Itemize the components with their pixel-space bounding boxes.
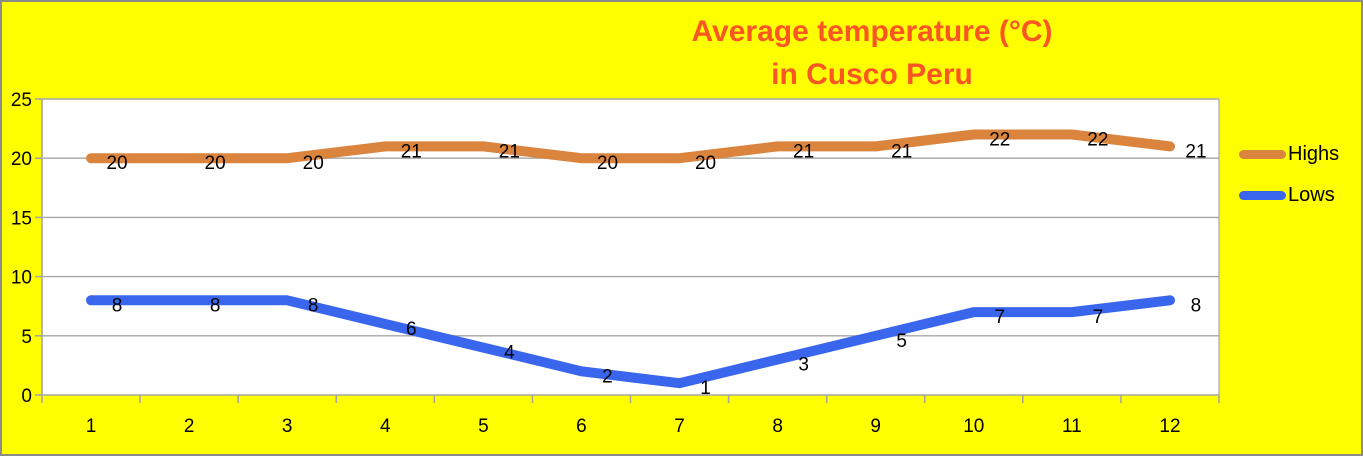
highs-data-label: 20 (205, 153, 226, 174)
highs-data-label: 22 (989, 130, 1010, 151)
lows-data-label: 8 (112, 295, 123, 316)
x-axis-tick-label: 9 (870, 416, 881, 437)
y-axis-tick-label: 0 (21, 386, 32, 407)
highs-data-label: 21 (401, 141, 422, 162)
highs-data-label: 20 (303, 153, 324, 174)
highs-data-label: 21 (1185, 141, 1206, 162)
legend-label-highs: Highs (1288, 143, 1340, 165)
lows-data-label: 8 (1191, 295, 1202, 316)
x-axis-tick-label: 3 (282, 416, 293, 437)
highs-data-label: 21 (891, 141, 912, 162)
lows-data-label: 7 (995, 307, 1006, 328)
lows-data-label: 8 (308, 295, 319, 316)
x-axis-tick-label: 4 (380, 416, 391, 437)
highs-data-label: 20 (106, 153, 127, 174)
x-axis-tick-label: 11 (1062, 416, 1082, 437)
x-axis-tick-label: 2 (184, 416, 195, 437)
lows-data-label: 8 (210, 295, 221, 316)
highs-line-swatch (1239, 149, 1286, 159)
lows-line[interactable] (86, 295, 1175, 389)
lows-data-label: 1 (700, 378, 711, 399)
lows-data-label: 7 (1093, 307, 1104, 328)
legend-item-highs[interactable]: Highs (1239, 142, 1359, 166)
highs-data-label: 20 (597, 153, 618, 174)
highs-data-label: 21 (499, 141, 520, 162)
legend-item-lows[interactable]: Lows (1239, 183, 1359, 207)
x-axis-tick-label: 10 (963, 416, 984, 437)
x-axis-tick-label: 6 (576, 416, 587, 437)
lows-data-label: 5 (896, 331, 907, 352)
highs-data-label: 20 (695, 153, 716, 174)
lows-line-swatch (1239, 190, 1286, 200)
highs-data-label: 21 (793, 141, 814, 162)
x-axis-tick-label: 7 (674, 416, 685, 437)
legend-label-lows: Lows (1288, 184, 1335, 206)
lows-data-label: 3 (798, 354, 809, 375)
y-axis-tick-label: 5 (21, 327, 32, 348)
y-axis-tick-label: 15 (11, 208, 32, 229)
chart-title-line1: Average temperature (°C) (691, 15, 1053, 48)
lows-data-label: 4 (504, 343, 515, 364)
lows-data-label: 6 (406, 319, 417, 340)
lows-data-label: 2 (602, 366, 613, 387)
y-axis-tick-label: 20 (11, 149, 32, 170)
highs-line[interactable] (86, 129, 1175, 164)
x-axis-tick-label: 5 (478, 416, 489, 437)
chart-title-line2: in Cusco Peru (771, 58, 973, 91)
legend: Highs Lows (1239, 142, 1359, 224)
x-axis-tick-label: 12 (1159, 416, 1180, 437)
y-axis-tick-label: 25 (11, 90, 32, 111)
y-axis-tick-label: 10 (11, 268, 32, 289)
plot-background (42, 99, 1219, 395)
highs-data-label: 22 (1087, 130, 1108, 151)
x-axis-tick-label: 8 (772, 416, 783, 437)
chart-title: Average temperature (°C) in Cusco Peru (522, 10, 1222, 96)
x-axis-tick-label: 1 (86, 416, 97, 437)
